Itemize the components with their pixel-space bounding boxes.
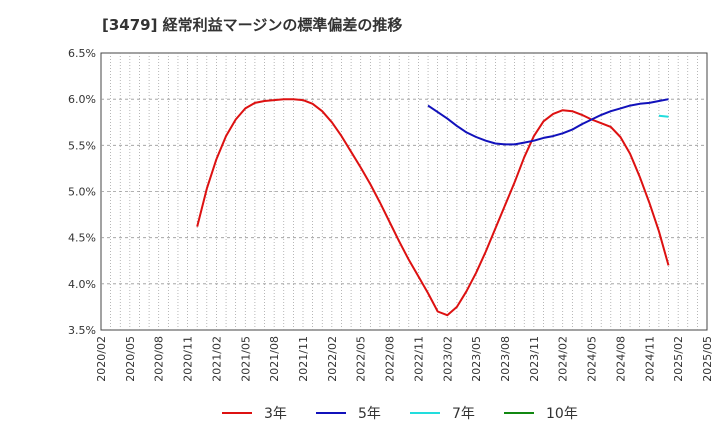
series-line-7年 xyxy=(658,114,669,118)
x-tick-label: 2022/02 xyxy=(326,336,339,382)
x-tick-label: 2023/08 xyxy=(499,336,512,382)
legend-label: 7年 xyxy=(452,406,475,422)
series-line-3年 xyxy=(196,98,670,317)
series-layer xyxy=(196,98,670,317)
x-tick-label: 2021/08 xyxy=(268,336,281,382)
x-tick-label: 2023/05 xyxy=(470,336,483,382)
x-tick-label: 2020/08 xyxy=(153,336,166,382)
y-tick-label: 4.5% xyxy=(68,232,96,245)
x-tick-label: 2020/11 xyxy=(182,336,195,382)
x-tick-label: 2022/05 xyxy=(355,336,368,382)
y-tick-label: 5.5% xyxy=(68,139,96,152)
x-tick-label: 2025/02 xyxy=(672,336,685,382)
x-tick-label: 2021/05 xyxy=(239,336,252,382)
x-tick-label: 2020/05 xyxy=(124,336,137,382)
x-tick-label: 2022/11 xyxy=(412,336,425,382)
x-tick-label: 2023/11 xyxy=(528,336,541,382)
legend-label: 10年 xyxy=(546,406,578,422)
x-axis-ticks: 2020/02 2020/05 2020/08 2020/11 2021/02 2021/… xyxy=(95,336,714,382)
x-tick-label: 2024/02 xyxy=(557,336,570,382)
y-tick-label: 5.0% xyxy=(68,186,96,199)
x-tick-label: 2025/05 xyxy=(701,336,714,382)
legend-label: 5年 xyxy=(358,406,381,422)
x-tick-label: 2020/02 xyxy=(95,336,108,382)
x-tick-label: 2021/02 xyxy=(210,336,223,382)
legend-label: 3年 xyxy=(264,406,287,422)
x-tick-label: 2022/08 xyxy=(384,336,397,382)
x-tick-label: 2023/02 xyxy=(441,336,454,382)
legend: 3年 5年 7年 10年 xyxy=(222,406,578,422)
y-tick-label: 3.5% xyxy=(68,324,96,337)
series-line-5年 xyxy=(427,98,669,146)
chart-title: [3479] 経常利益マージンの標準偏差の推移 xyxy=(102,16,403,34)
x-tick-label: 2021/11 xyxy=(297,336,310,382)
x-tick-label: 2024/05 xyxy=(586,336,599,382)
x-tick-label: 2024/08 xyxy=(614,336,627,382)
grid-layer xyxy=(101,53,707,330)
y-tick-label: 4.0% xyxy=(68,278,96,291)
y-tick-label: 6.0% xyxy=(68,93,96,106)
y-axis-ticks: 3.5% 4.0% 4.5% 5.0% 5.5% 6.0% 6.5% xyxy=(68,47,96,337)
y-tick-label: 6.5% xyxy=(68,47,96,60)
x-tick-label: 2024/11 xyxy=(643,336,656,382)
